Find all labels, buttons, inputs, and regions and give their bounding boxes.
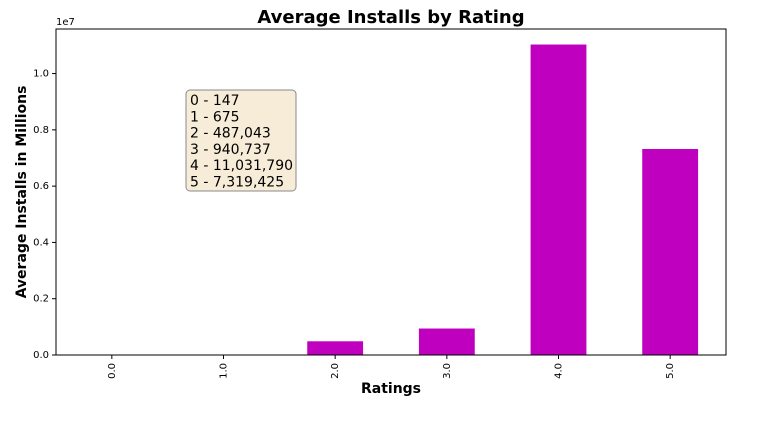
annotation-line: 3 - 940,737	[190, 142, 271, 158]
x-tick-label: 2.0	[330, 363, 341, 379]
x-tick-label: 5.0	[665, 363, 676, 379]
plot-frame	[55, 28, 727, 356]
annotation-line: 0 - 147	[190, 93, 240, 109]
annotation-line: 2 - 487,043	[190, 126, 271, 142]
x-tick-label: 4.0	[554, 363, 565, 379]
chart-title: Average Installs by Rating	[257, 7, 524, 28]
y-tick-label: 0.6	[33, 181, 49, 192]
annotation-line: 1 - 675	[190, 109, 240, 125]
x-tick-label: 1.0	[219, 363, 230, 379]
bar	[530, 44, 587, 355]
y-tick-label: 0.0	[33, 350, 49, 361]
x-tick-label: 3.0	[442, 363, 453, 379]
annotation-background	[185, 89, 297, 192]
x-tick-label: 0.0	[107, 363, 118, 379]
x-axis-label: Ratings	[361, 381, 421, 397]
annotation-line: 5 - 7,319,425	[190, 175, 284, 191]
y-tick-label: 0.4	[33, 237, 49, 248]
y-axis-label: Average Installs in Millions	[14, 86, 30, 299]
y-tick-label: 0.2	[33, 294, 49, 305]
y-offset-label: 1e7	[56, 17, 75, 28]
annotation-line: 4 - 11,031,790	[190, 158, 293, 174]
bar	[307, 341, 364, 355]
y-tick-label: 1.0	[33, 69, 49, 80]
bar	[642, 149, 699, 355]
y-tick-label: 0.8	[33, 125, 49, 136]
bar	[418, 328, 475, 355]
